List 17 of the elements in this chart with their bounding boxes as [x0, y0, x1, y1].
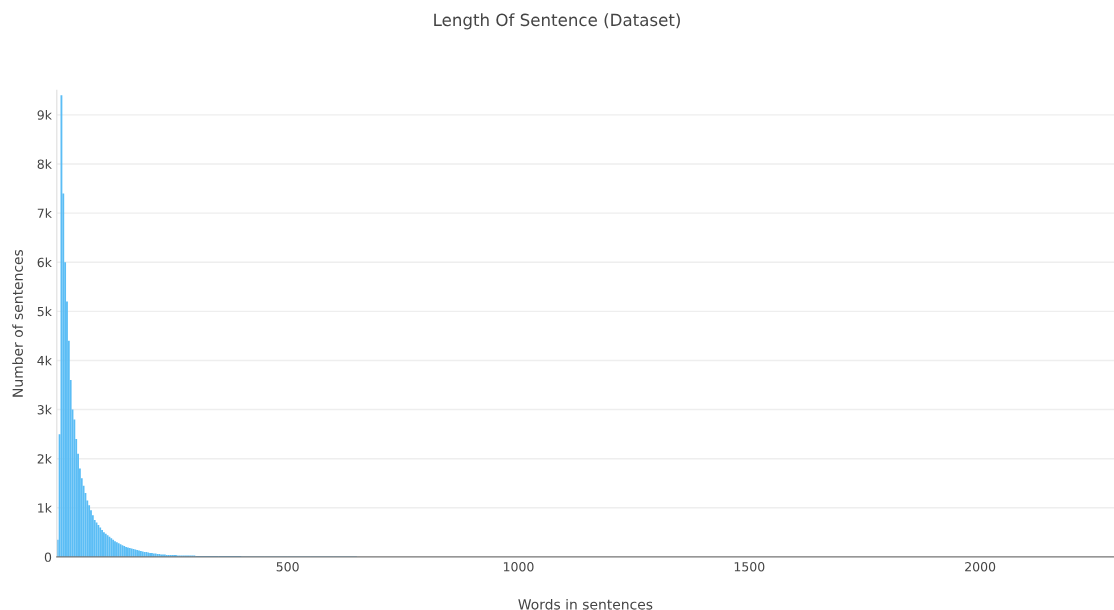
- y-tick-label: 9k: [37, 110, 52, 120]
- chart-title: Length Of Sentence (Dataset): [434, 13, 680, 30]
- y-tick-label: 2k: [37, 453, 52, 464]
- y-tick-label: 3k: [37, 404, 52, 415]
- x-tick-label: 500: [276, 562, 299, 572]
- y-tick-label: 8k: [37, 159, 52, 169]
- y-tick-label: 6k: [37, 257, 52, 268]
- x-tick-label: 1500: [734, 562, 765, 572]
- x-tick-label: 2000: [965, 562, 996, 572]
- y-tick-label: 0: [44, 552, 52, 562]
- y-tick-label: 4k: [37, 355, 52, 366]
- y-axis-title: Number of sentences: [12, 249, 23, 397]
- x-axis-title: Words in sentences: [518, 598, 653, 610]
- y-tick-label: 1k: [38, 503, 52, 513]
- y-tick-label: 7k: [37, 208, 52, 218]
- x-tick-label: 1000: [503, 562, 534, 572]
- y-tick-label: 5k: [37, 306, 52, 317]
